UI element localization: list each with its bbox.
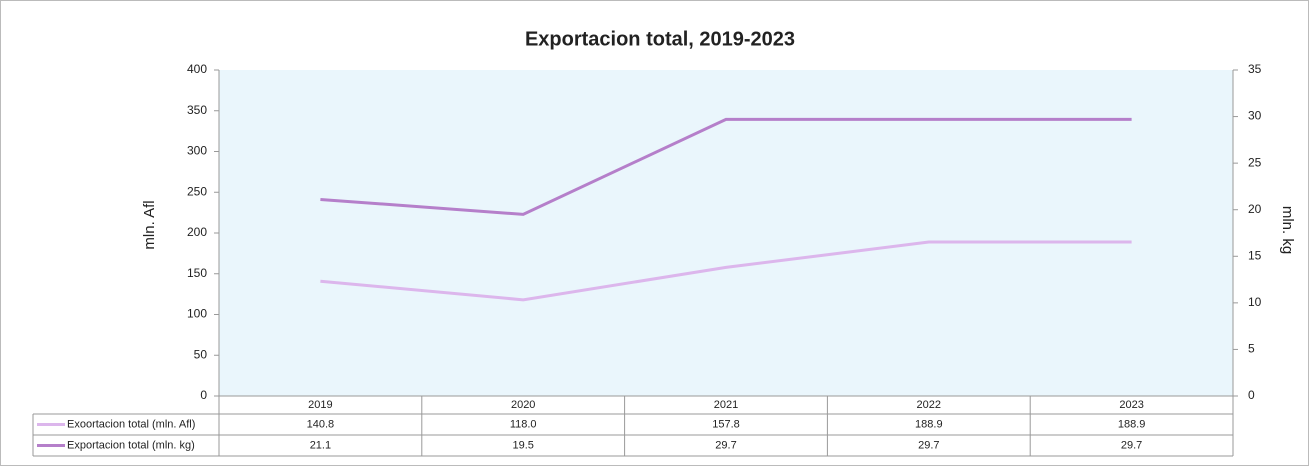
- y-tick-label: 250: [187, 184, 207, 198]
- legend-label: Exoortacion total (mln. Afl): [67, 418, 195, 430]
- y2-tick-label: 10: [1248, 295, 1262, 309]
- y-tick-label: 200: [187, 225, 207, 239]
- legend-label: Exportacion total (mln. kg): [67, 439, 195, 451]
- table-value: 29.7: [1121, 439, 1142, 451]
- y-tick-label: 100: [187, 307, 207, 321]
- x-tick-label: 2019: [308, 399, 332, 411]
- table-value: 188.9: [915, 418, 943, 430]
- table-value: 140.8: [307, 418, 335, 430]
- series-line: [320, 240, 1132, 302]
- table-value: 188.9: [1118, 418, 1146, 430]
- y2-tick-label: 0: [1248, 388, 1255, 402]
- x-tick-label: 2020: [511, 399, 535, 411]
- y2-tick-label: 15: [1248, 248, 1262, 262]
- table-value: 21.1: [310, 439, 331, 451]
- y-tick-label: 0: [200, 388, 207, 402]
- y-tick-label: 300: [187, 144, 207, 158]
- x-tick-label: 2022: [917, 399, 941, 411]
- series-line: [320, 117, 1132, 216]
- y2-tick-label: 25: [1248, 155, 1262, 169]
- table-value: 19.5: [512, 439, 533, 451]
- table-value: 118.0: [510, 418, 537, 430]
- x-tick-label: 2021: [714, 399, 738, 411]
- table-value: 29.7: [918, 439, 939, 451]
- chart-title: Exportacion total, 2019-2023: [525, 28, 795, 50]
- y2-axis-label: mln. kg: [1279, 206, 1296, 254]
- y-tick-label: 50: [194, 347, 208, 361]
- plot-area: [219, 70, 1233, 396]
- table-value: 29.7: [715, 439, 736, 451]
- y-tick-label: 400: [187, 62, 207, 76]
- y2-tick-label: 5: [1248, 342, 1255, 356]
- x-tick-label: 2023: [1119, 399, 1143, 411]
- y2-tick-label: 35: [1248, 62, 1262, 76]
- y-tick-label: 150: [187, 266, 207, 280]
- y2-tick-label: 20: [1248, 202, 1262, 216]
- y-tick-label: 350: [187, 103, 207, 117]
- y-axis-label: mln. Afl: [141, 200, 158, 249]
- table-value: 157.8: [712, 418, 740, 430]
- y2-tick-label: 30: [1248, 109, 1262, 123]
